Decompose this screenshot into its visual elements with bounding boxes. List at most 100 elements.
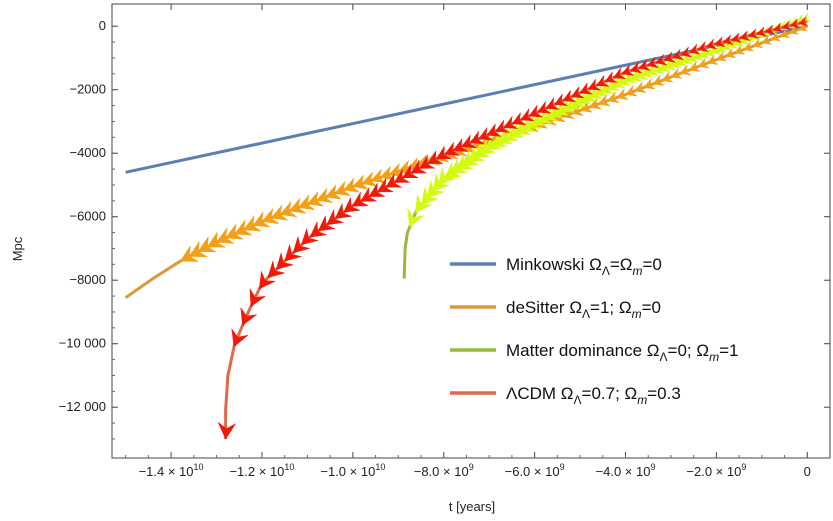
arrow-marker	[520, 108, 536, 122]
y-tick-label: −2000	[69, 82, 106, 97]
arrow-marker	[643, 78, 657, 90]
arrow-marker	[697, 57, 710, 69]
x-tick-label: 0	[804, 464, 811, 479]
arrow-marker	[419, 155, 435, 169]
arrow-marker	[334, 181, 351, 196]
arrow-marker	[545, 97, 560, 110]
arrow-marker	[553, 93, 568, 106]
series-layer	[124, 12, 812, 440]
arrow-marker	[306, 191, 324, 207]
arrow-marker	[797, 22, 808, 32]
arrow-marker	[781, 20, 792, 31]
arrow-marker	[679, 64, 692, 76]
arrow-marker	[494, 119, 511, 133]
arrow-marker	[427, 150, 444, 164]
arrow-marker	[292, 235, 311, 254]
arrow-marker	[407, 208, 425, 228]
arrow-marker	[325, 184, 342, 200]
plot-frame	[111, 3, 831, 459]
arrow-marker	[361, 171, 378, 187]
arrow-marker	[606, 90, 620, 104]
legend-label: deSitter ΩΛ=1; Ωm=0	[506, 298, 661, 321]
y-axis-ticks: 0 −2000 −4000 −6000 −8000 −10 000 −12 000	[59, 18, 830, 440]
arrow-marker	[688, 44, 701, 55]
arrow-marker	[688, 60, 701, 72]
arrow-marker	[258, 271, 276, 290]
arrow-marker	[779, 28, 790, 38]
legend-item: ΛCDM ΩΛ=0.7; Ωm=0.3	[450, 384, 681, 407]
series--cdm	[217, 17, 809, 440]
arrow-marker	[486, 123, 503, 137]
arrow-marker	[267, 260, 285, 279]
y-tick-label: −6000	[69, 209, 106, 224]
arrow-marker	[705, 38, 717, 50]
arrow-marker	[730, 32, 742, 43]
arrow-marker	[231, 328, 249, 348]
legend-label: Matter dominance ΩΛ=0; Ωm=1	[506, 341, 738, 364]
arrow-marker	[706, 54, 719, 65]
y-tick-label: 0	[99, 18, 106, 33]
arrow-marker	[761, 35, 773, 45]
arrow-marker	[469, 131, 485, 145]
arrow-marker	[503, 116, 518, 129]
x-tick-label: −8.0 × 109	[414, 462, 474, 479]
arrow-marker	[652, 75, 665, 86]
x-axis-label: t [years]	[449, 499, 495, 514]
arrow-marker	[743, 41, 754, 52]
arrow-marker	[747, 28, 759, 39]
arrow-marker	[615, 87, 629, 100]
arrow-marker	[570, 86, 585, 99]
y-tick-label: −12 000	[59, 399, 106, 414]
arrow-marker	[655, 54, 668, 66]
arrow-marker	[671, 48, 684, 61]
arrow-marker	[217, 422, 236, 440]
arrow-marker	[756, 26, 767, 37]
x-tick-label: −1.0 × 1010	[320, 462, 385, 479]
arrow-marker	[478, 127, 493, 141]
arrow-marker	[798, 17, 809, 27]
x-tick-label: −1.2 × 1010	[229, 462, 294, 479]
arrow-marker	[511, 112, 527, 126]
arrow-marker	[461, 134, 478, 149]
x-tick-label: −6.0 × 109	[505, 462, 565, 479]
arrow-marker	[370, 168, 387, 184]
arrow-marker	[309, 221, 327, 238]
arrow-marker	[680, 46, 692, 58]
arrow-marker	[612, 67, 626, 79]
arrow-marker	[670, 68, 683, 79]
arrow-marker	[435, 146, 452, 160]
arrow-marker	[343, 177, 360, 193]
arrow-marker	[713, 36, 726, 48]
legend-item: Matter dominance ΩΛ=0; Ωm=1	[450, 341, 738, 364]
legend-item: Minkowski ΩΛ=Ωm=0	[450, 255, 662, 278]
legend-item: deSitter ΩΛ=1; Ωm=0	[450, 298, 661, 321]
arrow-marker	[596, 75, 610, 87]
arrow-marker	[579, 82, 593, 95]
arrow-marker	[528, 105, 543, 118]
arrow-marker	[316, 187, 333, 203]
arrow-marker	[621, 63, 635, 76]
x-axis-ticks: −1.4 × 1010 −1.2 × 1010 −1.0 × 1010 −8.0 × …	[125, 4, 811, 479]
arrow-marker	[249, 288, 266, 308]
arrow-marker	[385, 173, 402, 188]
arrow-marker	[629, 61, 643, 74]
legend-label: ΛCDM ΩΛ=0.7; Ωm=0.3	[506, 384, 681, 407]
arrow-marker	[562, 89, 576, 102]
arrow-marker	[734, 44, 745, 55]
arrow-marker	[352, 174, 370, 190]
arrow-marker	[444, 142, 460, 156]
arrow-marker	[343, 197, 361, 213]
arrow-marker	[452, 137, 469, 152]
arrow-marker	[604, 71, 618, 83]
arrow-marker	[625, 85, 638, 97]
arrow-marker	[634, 81, 647, 93]
arrow-marker	[764, 24, 776, 35]
arrow-marker	[579, 100, 593, 113]
arrow-marker	[587, 78, 601, 91]
legend: Minkowski ΩΛ=Ωm=0 deSitter ΩΛ=1; Ωm=0 Matt…	[450, 255, 738, 407]
x-tick-label: −1.4 × 1010	[139, 462, 204, 479]
arrow-marker	[773, 22, 784, 33]
arrow-marker	[368, 182, 386, 197]
arrow-marker	[752, 37, 763, 48]
